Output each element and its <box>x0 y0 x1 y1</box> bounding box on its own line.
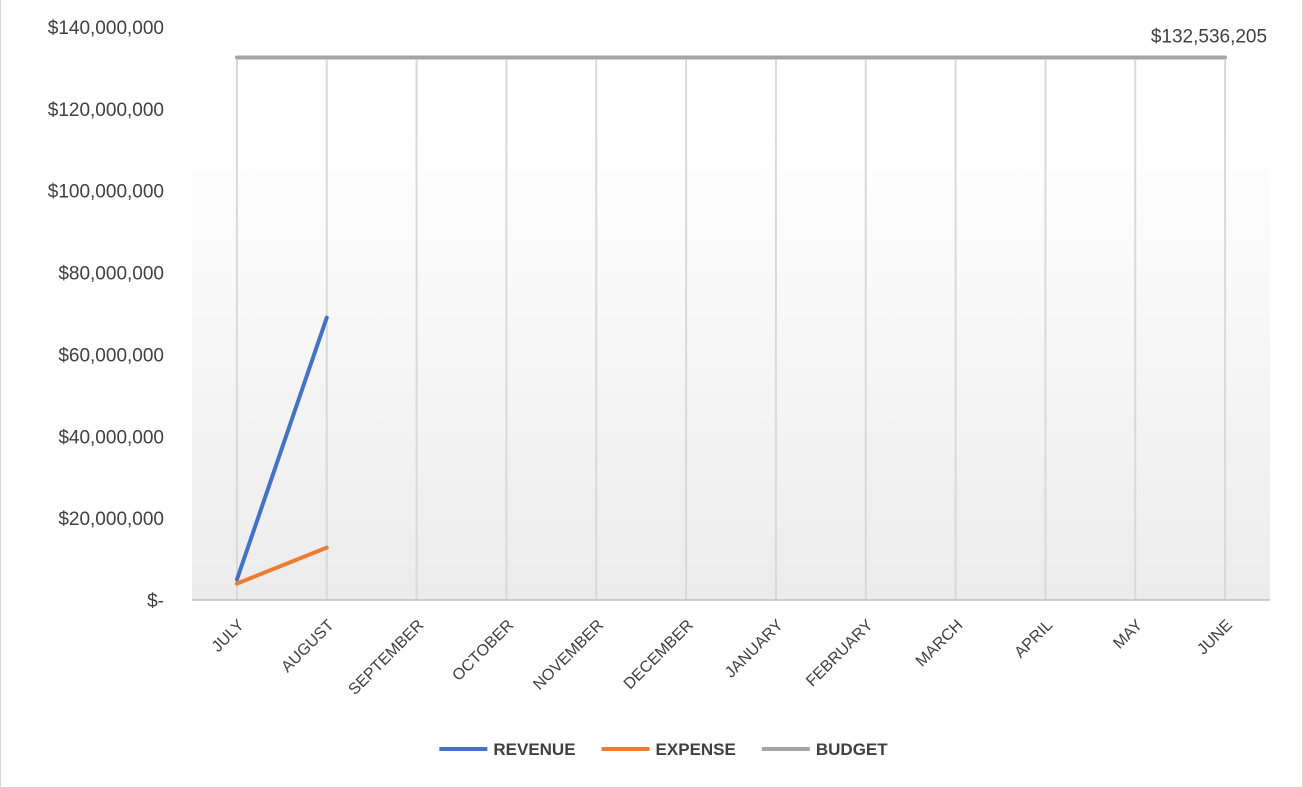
y-tick-label: $40,000,000 <box>58 427 164 448</box>
data-label-budget: $132,536,205 <box>1151 27 1267 48</box>
y-tick-label: $100,000,000 <box>48 182 164 203</box>
legend-label-revenue: REVENUE <box>493 740 575 759</box>
plot-area-background <box>192 130 1270 600</box>
x-tick-label-march: MARCH <box>913 617 967 671</box>
y-tick-label: $20,000,000 <box>58 509 164 530</box>
y-tick-label: $60,000,000 <box>58 345 164 366</box>
x-tick-label-january: JANUARY <box>722 617 787 682</box>
legend: REVENUE EXPENSE BUDGET <box>439 740 888 759</box>
x-tick-label-october: OCTOBER <box>449 617 517 685</box>
series-line-revenue <box>234 315 329 582</box>
gridlines <box>235 60 1227 600</box>
x-tick-label-august: AUGUST <box>278 617 337 676</box>
x-tick-label-may: MAY <box>1110 617 1146 653</box>
series-line-expense <box>234 545 329 586</box>
y-tick-label: $80,000,000 <box>58 264 164 285</box>
data-labels: $132,536,205 <box>1151 27 1267 48</box>
x-tick-label-february: FEBRUARY <box>803 617 877 691</box>
y-tick-label: $- <box>147 591 164 612</box>
x-tick-label-june: JUNE <box>1194 617 1236 659</box>
x-tick-label-april: APRIL <box>1012 617 1057 662</box>
y-tick-label: $140,000,000 <box>48 18 164 39</box>
x-tick-label-july: JULY <box>209 617 248 656</box>
series-lines <box>234 55 1228 586</box>
x-tick-label-november: NOVEMBER <box>530 617 607 694</box>
x-tick-label-december: DECEMBER <box>621 617 697 693</box>
legend-label-expense: EXPENSE <box>656 740 736 759</box>
x-tick-label-september: SEPTEMBER <box>346 617 428 699</box>
y-tick-label: $120,000,000 <box>48 100 164 121</box>
legend-label-budget: BUDGET <box>816 740 888 759</box>
